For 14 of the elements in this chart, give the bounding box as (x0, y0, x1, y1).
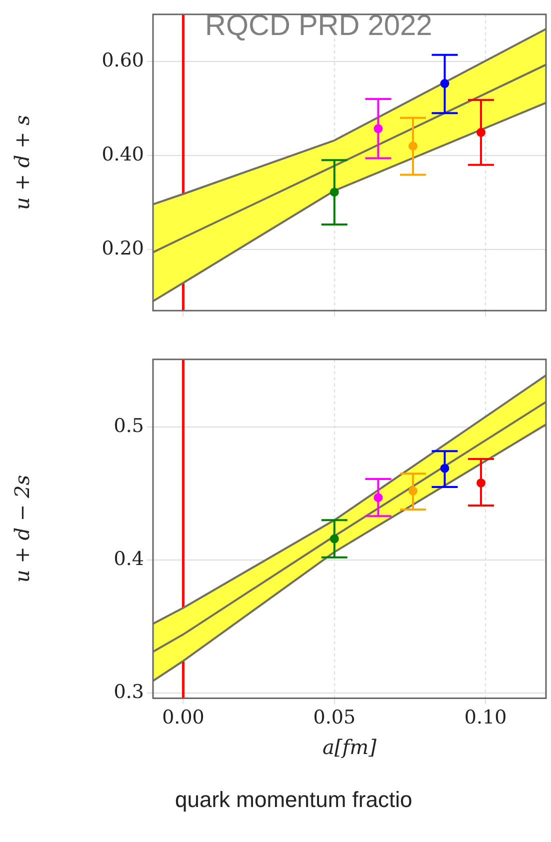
text: quark momentum fractio (175, 787, 414, 813)
annotation: RQCD PRD 2022 (205, 10, 432, 43)
y-tick-label: 0.5 (114, 415, 144, 438)
y-axis-title: u + d − 2s (10, 474, 34, 583)
x-tick-label: 0.10 (464, 706, 507, 729)
x-tick-label: 0.00 (162, 706, 204, 729)
y-tick-label: 0.60 (102, 49, 144, 72)
y-tick-label: 0.40 (102, 143, 144, 166)
x-tick-label: 0.05 (313, 706, 356, 729)
y-axis-title: u + d + s (10, 115, 34, 210)
x-axis-title: a[fm] (322, 735, 377, 760)
y-tick-label: 0.4 (114, 548, 144, 570)
y-tick-label: 0.20 (102, 237, 144, 260)
y-tick-label: 0.3 (114, 680, 144, 703)
